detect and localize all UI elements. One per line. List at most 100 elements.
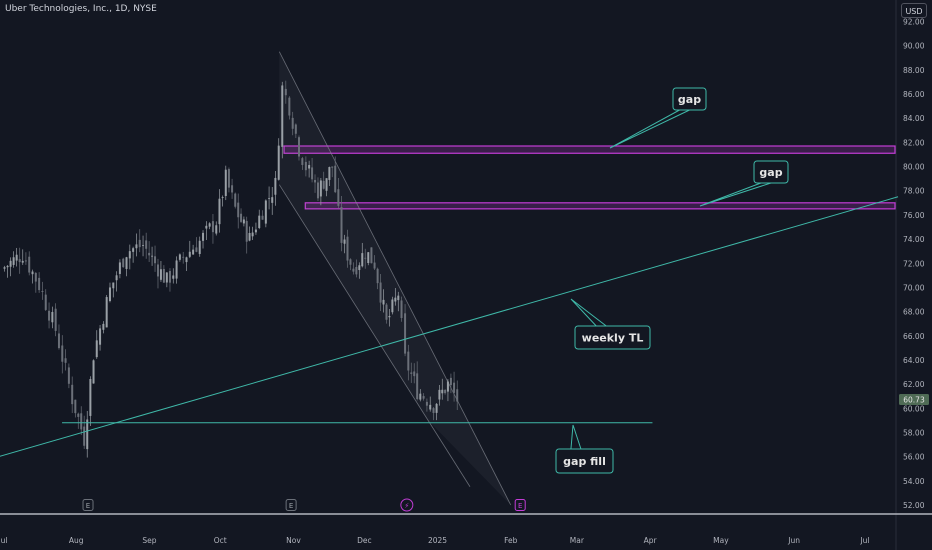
candle-body [31, 271, 34, 275]
gap-fill-callout-box [555, 448, 614, 474]
candle-body [294, 124, 297, 134]
channel-lower-line [278, 184, 471, 487]
price-tick-label: 64.00 [903, 356, 925, 365]
candle-body [185, 257, 188, 263]
candle-body [435, 403, 438, 413]
candle-body [444, 389, 447, 394]
earnings-marker-label: E [86, 502, 90, 510]
news-marker-label: ⚡ [404, 502, 409, 510]
candle-body [251, 232, 254, 237]
candle-body [361, 253, 364, 267]
gap-callout-2-pointer [699, 182, 772, 207]
candle-body [425, 401, 428, 406]
candle-body [385, 304, 388, 320]
last-price-label: 60.73 [903, 395, 925, 404]
time-tick-label: Oct [214, 536, 227, 545]
candle-body [410, 372, 413, 374]
time-tick-label: Nov [286, 536, 301, 545]
time-tick-label: Mar [570, 536, 585, 545]
candle-body [449, 377, 452, 386]
candle-body [162, 268, 165, 283]
descending-channel [278, 51, 512, 506]
candles [3, 80, 459, 458]
candle-body [145, 240, 148, 249]
candle-body [205, 225, 208, 229]
price-tick-label: 68.00 [903, 308, 925, 317]
candle-body [138, 239, 141, 248]
candle-body [12, 257, 15, 265]
candle-body [34, 272, 37, 282]
candle-body [128, 251, 131, 259]
candle-body [261, 215, 264, 220]
price-tick-label: 66.00 [903, 332, 925, 341]
candle-body [355, 266, 358, 275]
price-tick-label: 76.00 [903, 211, 925, 220]
time-tick-label: Aug [69, 536, 84, 545]
price-tick-label: 88.00 [903, 66, 925, 75]
candle-body [57, 333, 60, 349]
candle-body [112, 282, 115, 289]
candle-body [224, 169, 227, 197]
candle-body [21, 260, 24, 263]
candle-body [202, 232, 205, 241]
candle-body [382, 299, 385, 305]
candle-body [277, 145, 280, 180]
candle-body [215, 225, 218, 234]
candle-body [438, 389, 441, 400]
candle-body [61, 345, 64, 362]
candle-body [148, 252, 151, 256]
candle-body [38, 277, 41, 291]
candle-body [6, 265, 9, 268]
candle-body [86, 419, 89, 450]
candle-body [122, 258, 125, 268]
candle-body [125, 257, 128, 269]
price-tick-label: 86.00 [903, 90, 925, 99]
candle-body [83, 426, 86, 446]
price-tick-label: 56.00 [903, 453, 925, 462]
currency-button[interactable]: USD [901, 3, 927, 18]
price-tick-label: 90.00 [903, 42, 925, 51]
candle-body [234, 193, 237, 207]
candle-body [245, 220, 248, 242]
candle-body [211, 221, 214, 233]
candle-body [264, 200, 267, 224]
gap-fill-callout-label: gap fill [563, 455, 606, 468]
news-marker [400, 498, 414, 512]
candle-body [274, 177, 277, 195]
price-tick-label: 60.00 [903, 404, 925, 413]
candle-body [80, 413, 83, 430]
candle-body [240, 213, 243, 222]
gap-callout-2-box [753, 160, 789, 184]
gap-zone-2 [304, 202, 896, 210]
candle-body [379, 282, 382, 303]
candle-body [95, 340, 98, 358]
candle-body [388, 316, 391, 318]
gap-zones [283, 145, 896, 210]
candle-body [115, 275, 118, 281]
candle-body [28, 256, 31, 273]
candle-body [208, 223, 211, 227]
candle-body [446, 381, 449, 392]
candle-body [54, 308, 57, 331]
event-markers: E E ⚡ E [82, 498, 526, 512]
candle-body [231, 185, 234, 193]
candle-body [391, 299, 394, 313]
candle-body [154, 256, 157, 264]
candle-body [288, 97, 291, 116]
candle-body [248, 232, 251, 241]
candle-body [304, 161, 307, 171]
candle-body [99, 328, 102, 345]
candle-body [18, 259, 21, 263]
candle-body [71, 384, 74, 405]
time-axis: Jul Aug Sep Oct Nov Dec 2025 Feb Mar Apr May Jun Jul [0, 536, 870, 545]
candle-body [346, 236, 349, 261]
candle-body [441, 389, 444, 394]
weekly-trendline [0, 196, 899, 457]
candle-body [237, 202, 240, 218]
candle-body [159, 269, 162, 280]
candle-body [343, 239, 346, 244]
price-tick-label: 74.00 [903, 235, 925, 244]
candle-body [165, 272, 168, 283]
